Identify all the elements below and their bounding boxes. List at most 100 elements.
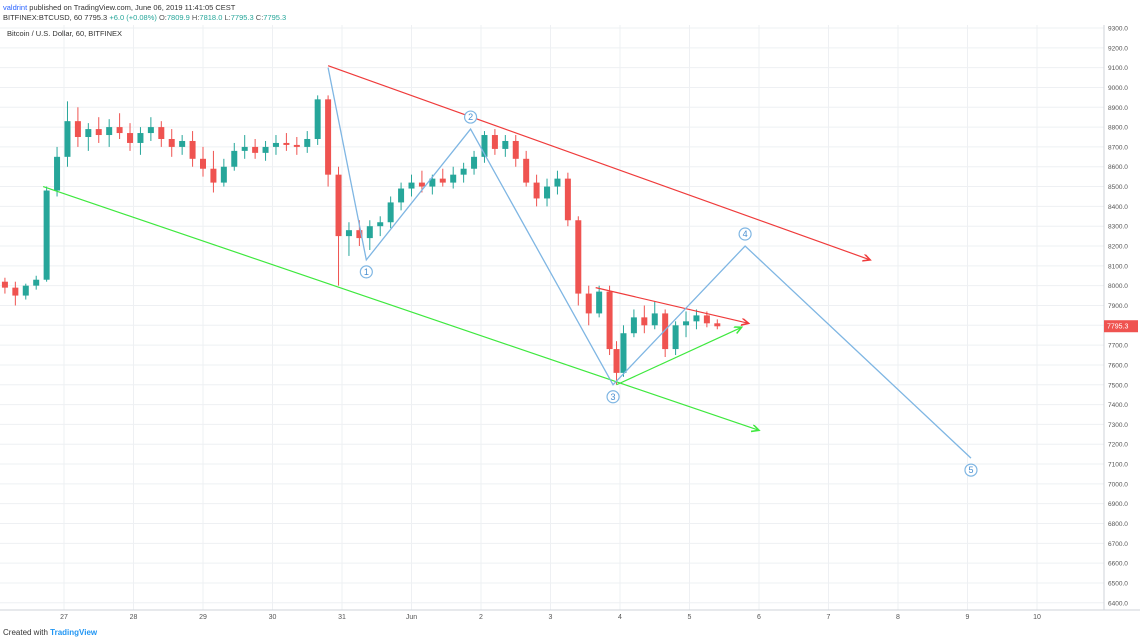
price-axis-bg bbox=[1104, 25, 1140, 610]
price-tick-label: 7300.0 bbox=[1108, 422, 1128, 429]
candle-body bbox=[335, 174, 342, 237]
candle-body bbox=[450, 174, 457, 183]
high-value: 7818.0 bbox=[199, 13, 223, 22]
candle-body bbox=[630, 317, 637, 334]
candle-body bbox=[231, 150, 238, 167]
low-value: 7795.3 bbox=[230, 13, 254, 22]
candle-body bbox=[564, 178, 571, 221]
price-tick-label: 6500.0 bbox=[1108, 580, 1128, 587]
price-tick-label: 6900.0 bbox=[1108, 501, 1128, 508]
candle-body bbox=[22, 285, 29, 296]
candle-body bbox=[64, 121, 71, 157]
wave-label: 1 bbox=[364, 267, 369, 277]
high-label: H: bbox=[191, 13, 200, 22]
candle-body bbox=[512, 140, 519, 159]
candle-body bbox=[272, 142, 279, 147]
triangle-upper bbox=[595, 287, 749, 324]
price-tick-label: 8400.0 bbox=[1108, 204, 1128, 211]
low-label: L: bbox=[224, 13, 231, 22]
candle-body bbox=[585, 293, 592, 314]
candle-body bbox=[252, 146, 259, 153]
candle-body bbox=[387, 202, 394, 223]
last-price-tag: 7795.3 bbox=[1104, 320, 1138, 333]
author-link[interactable]: valdrint bbox=[3, 3, 28, 12]
candle-body bbox=[620, 333, 627, 373]
price-tick-label: 8500.0 bbox=[1108, 184, 1128, 191]
candle-body bbox=[127, 133, 134, 143]
price-tick-label: 7500.0 bbox=[1108, 382, 1128, 389]
candle-body bbox=[54, 156, 61, 191]
candle-body bbox=[693, 315, 700, 322]
elliott-wave-path bbox=[327, 67, 972, 459]
time-tick-label: 9 bbox=[966, 614, 970, 621]
price-tick-label: 7100.0 bbox=[1108, 462, 1128, 469]
candle-body bbox=[74, 121, 81, 138]
price-tick-label: 6600.0 bbox=[1108, 561, 1128, 568]
chart-title: Bitcoin / U.S. Dollar, 60, BITFINEX bbox=[7, 29, 122, 38]
last-price: 7795.3 bbox=[84, 13, 108, 22]
wave-label: 4 bbox=[743, 229, 748, 239]
price-tick-label: 8900.0 bbox=[1108, 105, 1128, 112]
price-tick-label: 8100.0 bbox=[1108, 263, 1128, 270]
candles bbox=[1, 95, 721, 385]
close-label: C: bbox=[255, 13, 264, 22]
candle-body bbox=[714, 323, 721, 327]
candle-body bbox=[533, 182, 540, 199]
candle-body bbox=[613, 349, 620, 373]
time-tick-label: 7 bbox=[827, 614, 831, 621]
candle-body bbox=[471, 156, 478, 169]
time-tick-label: 29 bbox=[199, 614, 207, 621]
candle-body bbox=[189, 140, 196, 159]
price-tick-label: 7000.0 bbox=[1108, 481, 1128, 488]
price-tick-label: 6700.0 bbox=[1108, 541, 1128, 548]
candle-body bbox=[460, 168, 467, 175]
time-tick-label: 10 bbox=[1033, 614, 1041, 621]
price-tick-label: 9100.0 bbox=[1108, 65, 1128, 72]
drawings: 1 2 3 4 5 bbox=[42, 65, 978, 477]
candle-body bbox=[575, 220, 582, 294]
price-tick-label: 8700.0 bbox=[1108, 144, 1128, 151]
candle-body bbox=[703, 315, 710, 324]
candle-body bbox=[262, 146, 269, 153]
open-label: O: bbox=[158, 13, 167, 22]
price-tick-label: 9300.0 bbox=[1108, 26, 1128, 33]
candle-body bbox=[43, 190, 50, 280]
candle-body bbox=[304, 138, 311, 147]
price-tick-label: 7600.0 bbox=[1108, 362, 1128, 369]
time-tick-label: 6 bbox=[757, 614, 761, 621]
candle-body bbox=[554, 178, 561, 187]
time-tick-label: 4 bbox=[618, 614, 622, 621]
candle-body bbox=[137, 133, 144, 143]
candle-body bbox=[418, 182, 425, 187]
wave-label: 5 bbox=[968, 465, 973, 475]
close-value: 7795.3 bbox=[263, 13, 287, 22]
time-tick-label: 28 bbox=[130, 614, 138, 621]
candle-body bbox=[606, 291, 613, 350]
publish-info: published on TradingView.com, June 06, 2… bbox=[29, 3, 236, 12]
trendline-lower bbox=[42, 185, 759, 431]
tradingview-logo[interactable]: TradingView bbox=[50, 628, 98, 637]
wave-label: 3 bbox=[611, 392, 616, 402]
candle-body bbox=[85, 129, 92, 138]
price-tick-label: 7200.0 bbox=[1108, 442, 1128, 449]
candle-body bbox=[158, 127, 165, 139]
price-tick-label: 7700.0 bbox=[1108, 343, 1128, 350]
candle-body bbox=[147, 127, 154, 134]
grid bbox=[0, 25, 1104, 610]
candle-body bbox=[662, 313, 669, 350]
candle-body bbox=[106, 127, 113, 136]
candle-body bbox=[95, 129, 102, 136]
candle-body bbox=[651, 313, 658, 326]
time-tick-label: 30 bbox=[269, 614, 277, 621]
price-tick-label: 8300.0 bbox=[1108, 224, 1128, 231]
candle-body bbox=[544, 186, 551, 199]
symbol-name[interactable]: BITFINEX:BTCUSD, 60 bbox=[3, 13, 83, 22]
price-tick-label: 7900.0 bbox=[1108, 303, 1128, 310]
candle-body bbox=[502, 140, 509, 149]
candle-body bbox=[325, 99, 332, 175]
symbol-line: BITFINEX:BTCUSD, 60 7795.3 +6.0 (+0.08%)… bbox=[3, 13, 286, 22]
price-tag-label: 7795.3 bbox=[1107, 324, 1129, 331]
candle-body bbox=[439, 178, 446, 183]
trendline-upper bbox=[327, 65, 870, 260]
